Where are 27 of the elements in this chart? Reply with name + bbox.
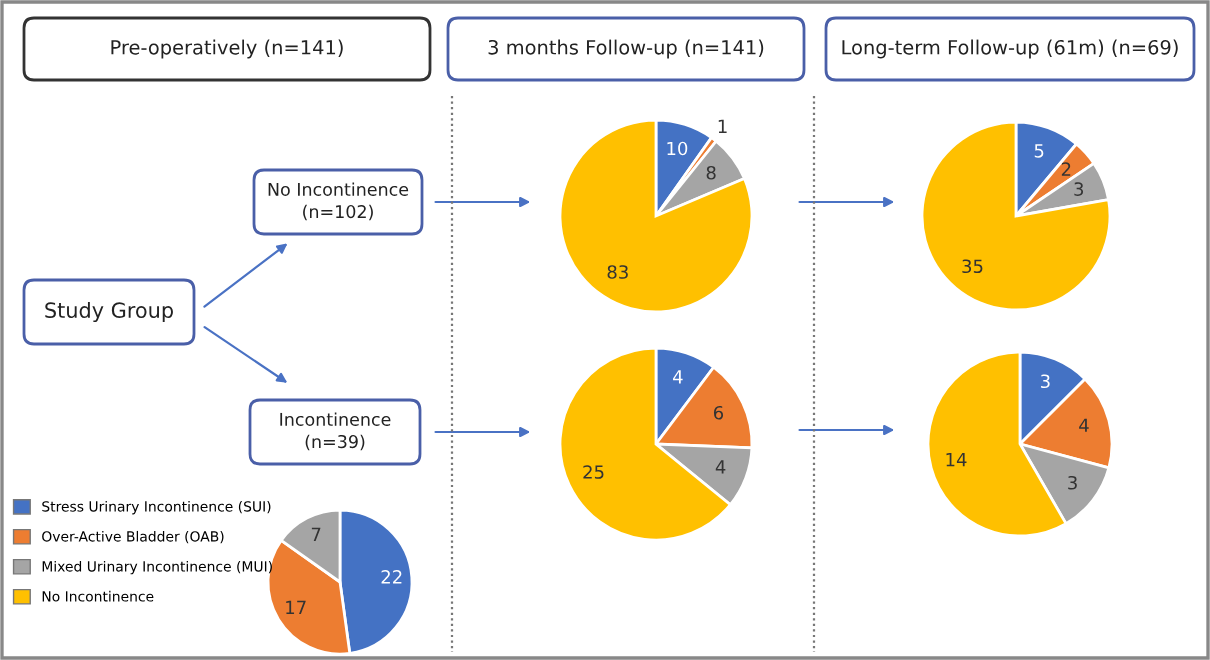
text: Incontinence (n=39)	[280, 412, 391, 451]
data-label: 25	[583, 465, 604, 479]
data-label: 14	[946, 452, 967, 467]
data-label: 3	[1040, 374, 1050, 389]
data-label: 4	[673, 370, 683, 384]
text: Long-term Follow-up (61m) (n=69)	[842, 39, 1178, 59]
data-label: 3	[1074, 182, 1084, 196]
text: 3 months Follow-up (n=141)	[488, 39, 764, 59]
text: Study Group	[45, 301, 173, 323]
data-label: 83	[607, 265, 628, 279]
data-label: 17	[286, 600, 306, 614]
text: Pre-operatively (n=141)	[111, 39, 343, 59]
data-label: 4	[715, 460, 726, 474]
data-label: 2	[1061, 162, 1071, 176]
data-label: 7	[311, 527, 321, 541]
text: No Incontinence (n=102)	[268, 182, 409, 221]
data-label: 5	[1034, 144, 1044, 158]
data-label: 3	[1068, 475, 1077, 490]
pie-slice	[920, 120, 1112, 312]
data-label: 22	[381, 570, 402, 584]
data-label: 4	[1079, 418, 1089, 432]
data-label: 6	[713, 405, 724, 420]
pie-slice	[558, 118, 754, 314]
data-label: 35	[962, 259, 983, 274]
data-label: 1	[718, 119, 727, 133]
data-label: 8	[706, 165, 716, 180]
data-label: 10	[667, 141, 688, 156]
